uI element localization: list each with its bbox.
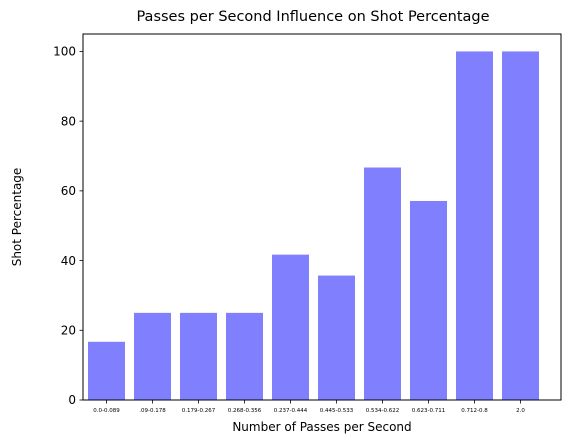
bar-6 — [318, 275, 355, 400]
x-tick-label-9: 0.712-0.8 — [461, 408, 488, 414]
x-tick-label-7: 0.534-0.622 — [366, 408, 399, 414]
bar-9 — [456, 51, 493, 401]
y-axis: 0 20 40 60 80 100 — [53, 45, 83, 407]
x-tick-label-6: 0.445-0.533 — [320, 408, 354, 414]
bar-4 — [226, 312, 263, 400]
x-tick-label-5: 0.237-0.444 — [274, 408, 308, 414]
chart-title: Passes per Second Influence on Shot Perc… — [136, 9, 489, 25]
bars-group — [88, 51, 539, 401]
x-tick-label-1: 0.0-0.089 — [93, 408, 120, 414]
x-tick-label-8: 0.623-0.711 — [412, 408, 445, 414]
bar-8 — [410, 200, 447, 400]
y-tick-label-5: 80 — [61, 114, 76, 128]
x-tick-label-10: 2.0 — [516, 408, 525, 414]
x-tick-label-4: 0.268-0.356 — [228, 408, 262, 414]
y-tick-label-3: 40 — [61, 254, 76, 268]
bar-5 — [272, 254, 309, 400]
y-axis-label: Shot Percentage — [10, 168, 24, 267]
x-tick-label-2: .09-0.178 — [139, 408, 166, 414]
x-axis: 0.0-0.089 .09-0.178 0.179-0.267 0.268-0.356… — [93, 400, 525, 414]
plot-frame — [82, 33, 562, 401]
x-axis-label: Number of Passes per Second — [232, 420, 411, 434]
bar-1 — [88, 341, 125, 400]
y-tick-label-4: 60 — [61, 184, 76, 198]
y-tick-label-6: 100 — [53, 45, 76, 59]
y-tick-label-2: 20 — [61, 323, 76, 337]
x-tick-label-3: 0.179-0.267 — [182, 408, 216, 414]
bar-3 — [180, 312, 217, 400]
bar-7 — [364, 167, 401, 400]
bar-10 — [502, 51, 539, 401]
y-tick-label-1: 0 — [68, 393, 76, 407]
bar-2 — [134, 312, 171, 400]
